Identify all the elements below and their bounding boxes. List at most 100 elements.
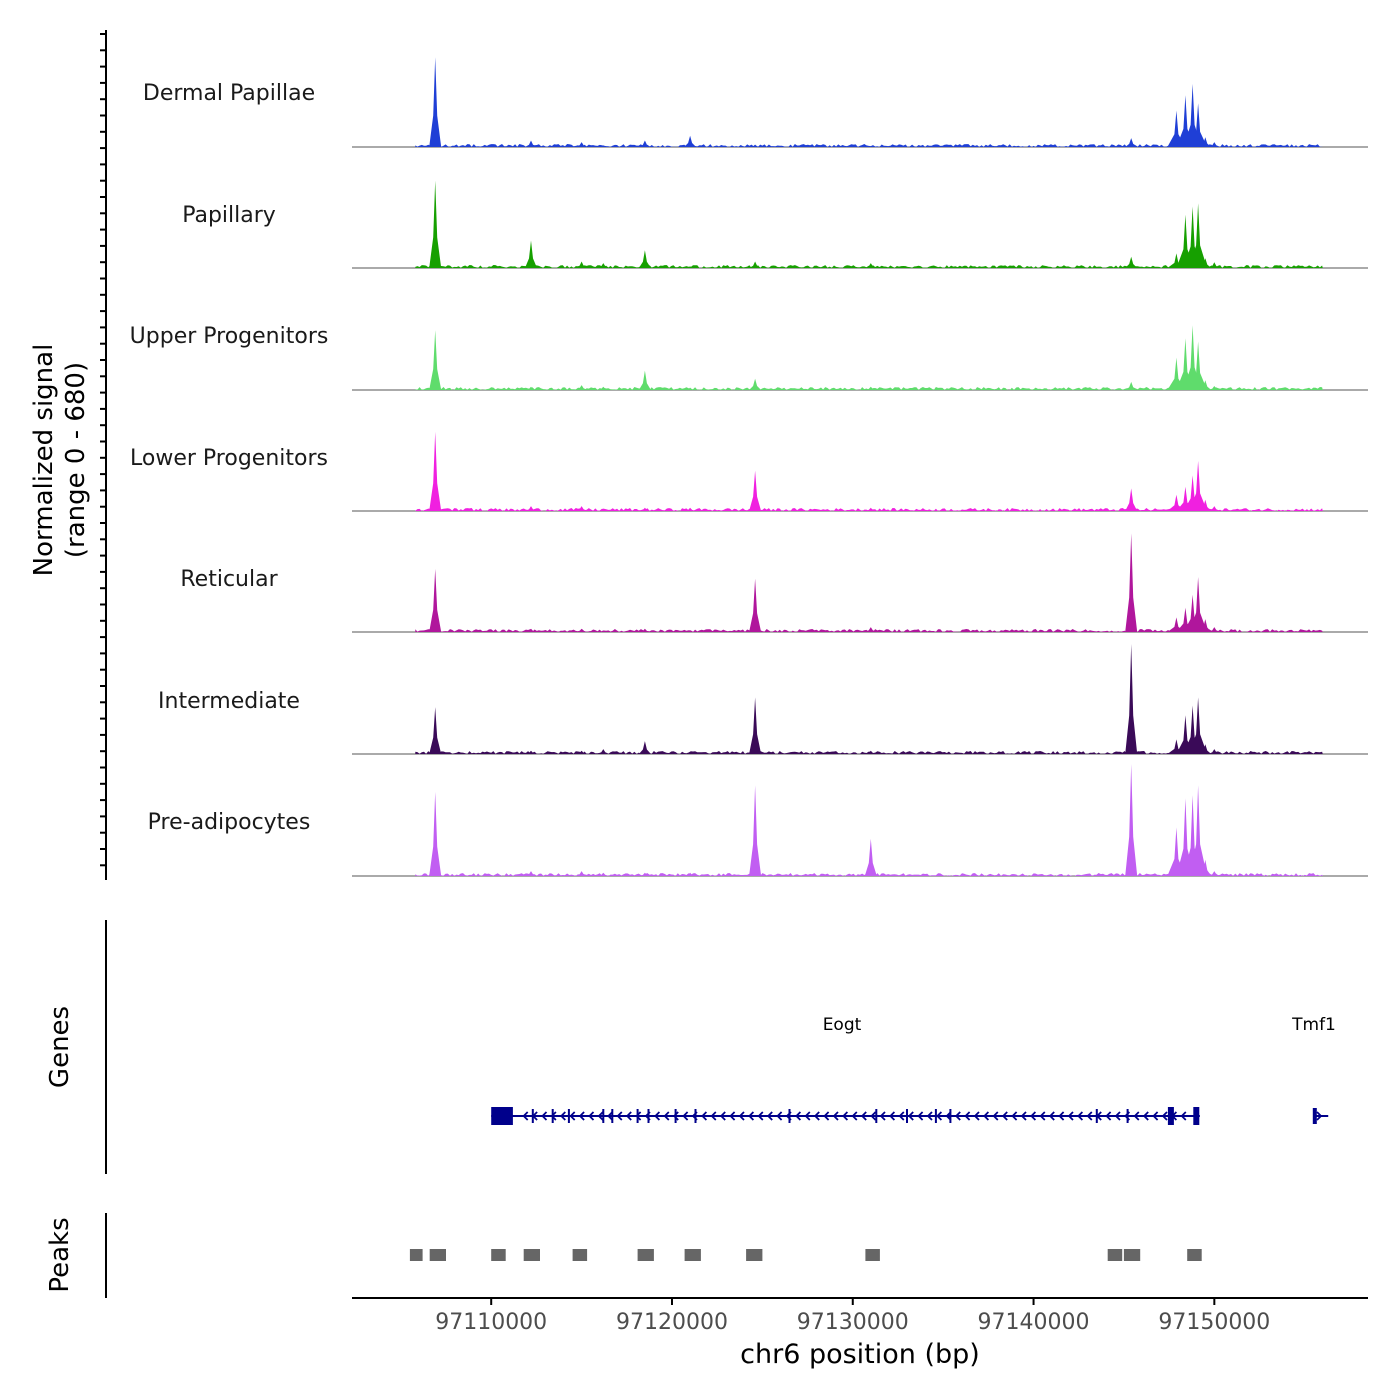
coverage-peak bbox=[749, 470, 762, 511]
coverage-peak bbox=[684, 266, 697, 268]
coverage-peak bbox=[1125, 644, 1138, 754]
coverage-peak bbox=[575, 871, 588, 876]
strand-arrow bbox=[569, 1111, 576, 1121]
coverage-peak bbox=[1167, 357, 1186, 390]
peak-region bbox=[409, 1249, 423, 1261]
strand-arrow bbox=[710, 1111, 717, 1121]
gene-label: Tmf1 bbox=[1291, 1015, 1336, 1035]
coverage-peak bbox=[1176, 214, 1195, 268]
coverage-peak bbox=[1176, 798, 1195, 876]
coverage-peak bbox=[749, 378, 762, 390]
coverage-peak bbox=[749, 785, 762, 876]
strand-arrow bbox=[907, 1111, 914, 1121]
coverage-peak bbox=[575, 261, 588, 268]
coverage-peak bbox=[1167, 739, 1186, 754]
strand-arrow bbox=[578, 1111, 585, 1121]
coverage-peak bbox=[1199, 380, 1212, 390]
strand-arrow bbox=[729, 1111, 736, 1121]
strand-arrow bbox=[1161, 1111, 1168, 1121]
strand-arrow bbox=[1180, 1111, 1187, 1121]
coverage-peak bbox=[638, 507, 651, 511]
strand-arrow bbox=[1095, 1111, 1102, 1121]
track-label: Intermediate bbox=[158, 689, 300, 714]
coverage-peak bbox=[749, 578, 762, 632]
strand-arrow bbox=[616, 1111, 623, 1121]
coverage-peak bbox=[525, 386, 537, 390]
coverage-peak bbox=[1176, 95, 1195, 147]
gene-exon bbox=[875, 1109, 878, 1123]
strand-arrow bbox=[663, 1111, 670, 1121]
coverage-peak bbox=[1208, 627, 1221, 632]
strand-arrow bbox=[954, 1111, 961, 1121]
coverage-peak bbox=[575, 628, 588, 632]
coverage-peak bbox=[1183, 475, 1202, 511]
coverage-tracks: Dermal Papillae Papillary Upper Progenitor… bbox=[130, 57, 1368, 877]
strand-arrow bbox=[757, 1111, 764, 1121]
coverage-peak bbox=[597, 630, 610, 632]
coverage-peak bbox=[864, 750, 877, 754]
peak-region bbox=[1187, 1249, 1202, 1261]
coverage-peak bbox=[597, 508, 610, 511]
strand-arrow bbox=[719, 1111, 726, 1121]
coverage-peak bbox=[429, 57, 442, 148]
strand-arrow bbox=[607, 1111, 614, 1121]
gene-exon bbox=[674, 1109, 677, 1123]
strand-arrow bbox=[889, 1111, 896, 1121]
gene-exon bbox=[611, 1109, 614, 1123]
strand-arrow bbox=[1142, 1111, 1149, 1121]
strand-arrow bbox=[804, 1111, 811, 1121]
strand-arrow bbox=[691, 1111, 698, 1121]
gene-label: Eogt bbox=[823, 1015, 862, 1035]
peak-region bbox=[1123, 1249, 1141, 1261]
coverage-peak bbox=[1199, 258, 1212, 268]
coverage-peak bbox=[1208, 386, 1221, 390]
coverage-peak bbox=[864, 386, 877, 390]
genes-track-label: Genes bbox=[45, 1006, 75, 1088]
strand-arrow bbox=[672, 1111, 679, 1121]
coverage-peak bbox=[1208, 142, 1221, 147]
coverage-peak bbox=[749, 697, 762, 754]
coverage-peak bbox=[1125, 764, 1138, 876]
peak-region bbox=[572, 1249, 588, 1261]
strand-arrow bbox=[1171, 1111, 1178, 1121]
strand-arrow bbox=[748, 1111, 755, 1121]
strand-arrow bbox=[1039, 1111, 1046, 1121]
coverage-peak bbox=[638, 872, 651, 876]
coverage-peak bbox=[525, 240, 537, 268]
strand-arrow bbox=[1020, 1111, 1027, 1121]
coverage-peak bbox=[1208, 749, 1221, 754]
strand-arrow bbox=[795, 1111, 802, 1121]
coverage-peak bbox=[1183, 795, 1202, 876]
x-tick-label: 97110000 bbox=[435, 1310, 547, 1335]
coverage-peak bbox=[1183, 206, 1202, 268]
y-axis-label-line2: (range 0 - 680) bbox=[61, 362, 91, 558]
coverage-peak bbox=[1189, 577, 1208, 632]
strand-arrow bbox=[945, 1111, 952, 1121]
coverage-peak bbox=[1199, 499, 1212, 511]
coverage-peak bbox=[749, 261, 762, 268]
gene-exon bbox=[491, 1107, 513, 1125]
strand-arrow bbox=[1011, 1111, 1018, 1121]
coverage-peak bbox=[1125, 138, 1138, 147]
coverage-peak bbox=[1189, 697, 1208, 754]
strand-arrow bbox=[1001, 1111, 1008, 1121]
coverage-peak bbox=[1189, 341, 1208, 390]
gene-exon bbox=[1312, 1108, 1317, 1124]
coverage-y-ticks bbox=[100, 33, 106, 867]
coverage-peak bbox=[575, 750, 588, 754]
coverage-peak bbox=[597, 386, 610, 390]
coverage-peak bbox=[864, 263, 877, 268]
strand-arrow bbox=[522, 1111, 529, 1121]
coverage-peak bbox=[1125, 533, 1138, 632]
coverage-peak bbox=[638, 250, 651, 268]
y-axis-label-line1: Normalized signal bbox=[29, 344, 59, 577]
coverage-peak bbox=[684, 507, 697, 511]
gene-exon bbox=[602, 1109, 605, 1123]
strand-arrow bbox=[1086, 1111, 1093, 1121]
coverage-peak bbox=[684, 387, 697, 390]
strand-arrow bbox=[832, 1111, 839, 1121]
coverage-peak bbox=[638, 741, 651, 754]
strand-arrow bbox=[635, 1111, 642, 1121]
gene-exon bbox=[1167, 1107, 1174, 1125]
gene-exon bbox=[949, 1109, 952, 1123]
